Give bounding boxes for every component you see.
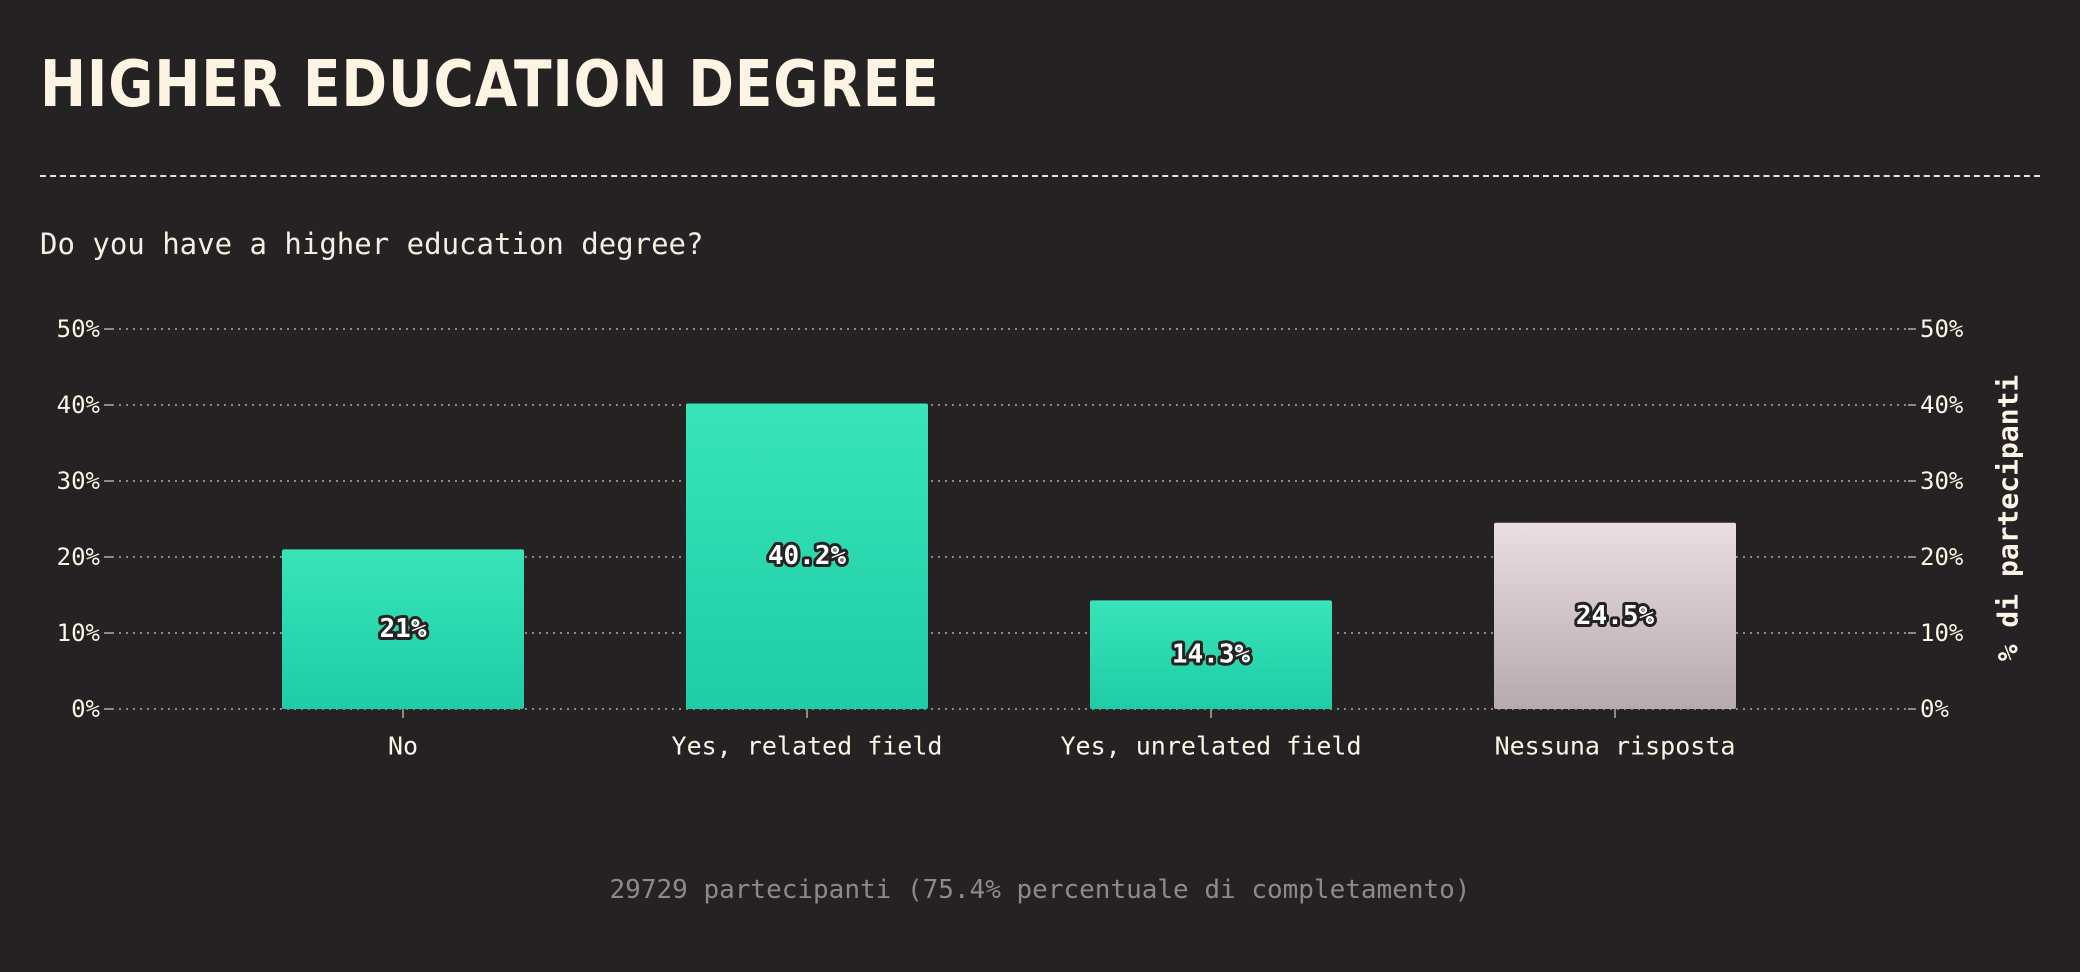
title-divider <box>40 175 2040 177</box>
y-axis-left: 0% 10% 20% 30% 40% 50% <box>57 315 112 723</box>
bars <box>282 403 1736 709</box>
bar-yes-unrelated-field[interactable] <box>1090 600 1332 709</box>
y-tick-label-left: 30% <box>57 467 101 495</box>
y-tick-label-right: 50% <box>1920 315 1964 343</box>
x-tick-label: No <box>388 732 418 761</box>
bar-value-labels: 21% 40.2% 14.3% 24.5% <box>377 538 1658 672</box>
bar-value-label: 40.2% <box>768 541 847 571</box>
y-tick-label-right: 30% <box>1920 467 1964 495</box>
chart-question: Do you have a higher education degree? <box>40 227 704 261</box>
y-tick-label-right: 20% <box>1920 543 1964 571</box>
bar-value-label: 14.3% <box>1172 640 1251 670</box>
bar-no[interactable] <box>282 549 524 709</box>
y-tick-label-left: 20% <box>57 543 101 571</box>
y-axis-title: % di partecipanti <box>1992 375 2025 662</box>
bar-nessuna-risposta[interactable] <box>1494 522 1736 709</box>
bar-value-label: 24.5% <box>1576 601 1655 631</box>
x-axis: No Yes, related field Yes, unrelated field… <box>388 709 1735 761</box>
y-tick-label-left: 40% <box>57 391 101 419</box>
y-axis-right: 0% 10% 20% 30% 40% 50% <box>1908 315 1964 723</box>
x-tick-label: Yes, related field <box>672 732 943 761</box>
grid-layer <box>112 328 1908 710</box>
bar-value-label: 21% <box>380 614 427 644</box>
y-tick-label-left: 0% <box>71 695 100 723</box>
y-tick-label-right: 0% <box>1920 695 1949 723</box>
x-tick-label: Nessuna risposta <box>1495 732 1736 761</box>
y-tick-label-left: 50% <box>57 315 101 343</box>
x-tick-label: Yes, unrelated field <box>1060 732 1361 761</box>
y-tick-label-right: 40% <box>1920 391 1964 419</box>
participants-footer: 29729 partecipanti (75.4% percentuale di… <box>609 875 1471 905</box>
bar-yes-related-field[interactable] <box>686 403 928 709</box>
y-tick-label-right: 10% <box>1920 619 1964 647</box>
y-tick-label-left: 10% <box>57 619 101 647</box>
page-title: HIGHER EDUCATION DEGREE <box>40 48 940 122</box>
